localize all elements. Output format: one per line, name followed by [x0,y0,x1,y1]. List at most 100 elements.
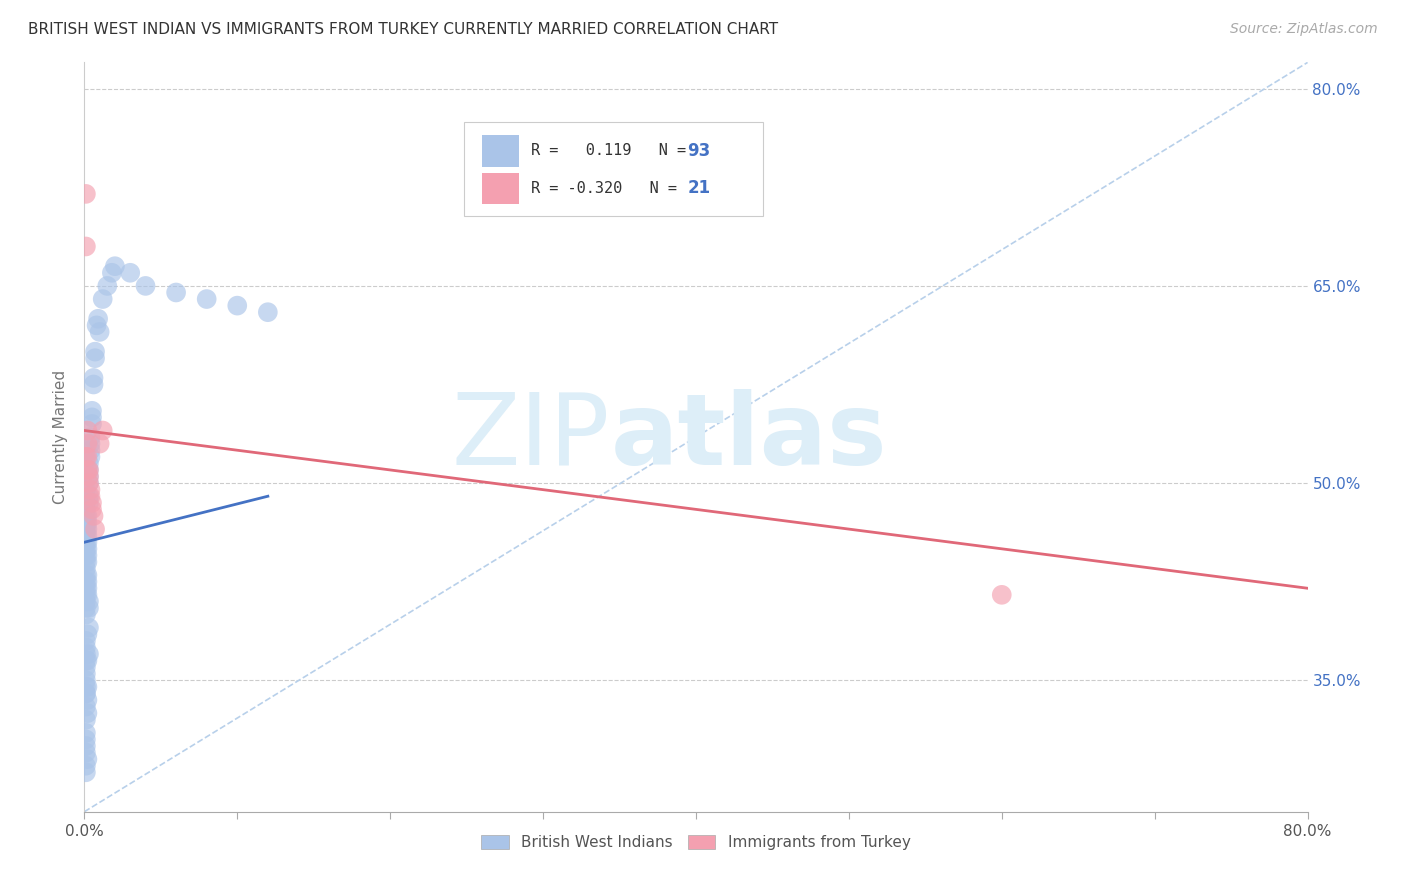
Point [75,508,97,523]
Point [76,574,98,589]
Point [76,680,98,694]
Text: R = -0.320   N =: R = -0.320 N = [531,181,686,196]
Point [75,450,97,464]
Point [75,516,97,530]
Point [75,601,97,615]
Point [77,496,100,510]
Point [89,436,111,450]
Point [120,266,142,280]
Point [76,463,98,477]
Point [75,758,97,772]
Point [75,581,97,595]
Point [76,654,98,668]
Point [75,549,97,563]
Point [75,640,97,655]
Point [135,279,157,293]
Point [75,607,97,622]
Text: R =   0.119   N =: R = 0.119 N = [531,144,695,159]
Point [75,535,97,549]
Point [75,660,97,674]
Point [76,568,98,582]
Point [75,726,97,740]
Point [77,463,100,477]
Point [76,752,98,766]
Text: ZIP: ZIP [451,389,610,485]
Point [83,508,105,523]
Point [84,522,107,536]
Point [101,266,124,280]
Point [79,450,101,464]
Point [75,541,97,556]
Point [76,529,98,543]
Point [79,483,101,497]
Point [96,279,118,293]
Point [76,508,98,523]
Point [991,588,1014,602]
Point [79,436,101,450]
Point [75,529,97,543]
Point [75,594,97,608]
Point [77,476,100,491]
Point [195,292,218,306]
Point [77,469,100,483]
Point [77,456,100,470]
Point [75,574,97,589]
Point [86,318,108,333]
Point [84,351,107,366]
Point [226,299,249,313]
Point [75,502,97,516]
Bar [482,135,519,167]
Point [79,443,101,458]
Point [75,496,97,510]
Point [76,516,98,530]
Point [77,476,100,491]
Text: 21: 21 [688,179,710,197]
Point [75,699,97,714]
Point [77,469,100,483]
Point [76,693,98,707]
Point [75,666,97,681]
Point [76,555,98,569]
Point [75,633,97,648]
Point [77,621,100,635]
Point [91,292,114,306]
Point [80,404,103,418]
Point [76,588,98,602]
Point [75,746,97,760]
Point [76,535,98,549]
Point [75,555,97,569]
Point [257,305,280,319]
Point [75,239,97,253]
Point [75,489,97,503]
Point [76,627,98,641]
Point [77,647,100,661]
Text: BRITISH WEST INDIAN VS IMMIGRANTS FROM TURKEY CURRENTLY MARRIED CORRELATION CHAR: BRITISH WEST INDIAN VS IMMIGRANTS FROM T… [28,22,779,37]
Point [75,561,97,575]
Point [80,410,103,425]
Text: Source: ZipAtlas.com: Source: ZipAtlas.com [1230,22,1378,37]
Point [77,489,100,503]
Point [75,732,97,747]
Point [76,522,98,536]
Point [75,483,97,497]
Point [75,680,97,694]
Point [75,588,97,602]
Point [76,541,98,556]
Point [84,344,107,359]
Point [75,186,97,201]
Point [75,522,97,536]
Point [89,325,111,339]
Point [75,686,97,700]
Point [91,424,114,438]
Point [75,739,97,753]
Point [83,371,105,385]
Point [87,311,110,326]
Point [75,686,97,700]
Point [80,417,103,431]
Point [104,259,127,273]
Text: 93: 93 [688,142,710,160]
Point [79,489,101,503]
Y-axis label: Currently Married: Currently Married [53,370,69,504]
Point [77,594,100,608]
Bar [482,172,519,204]
